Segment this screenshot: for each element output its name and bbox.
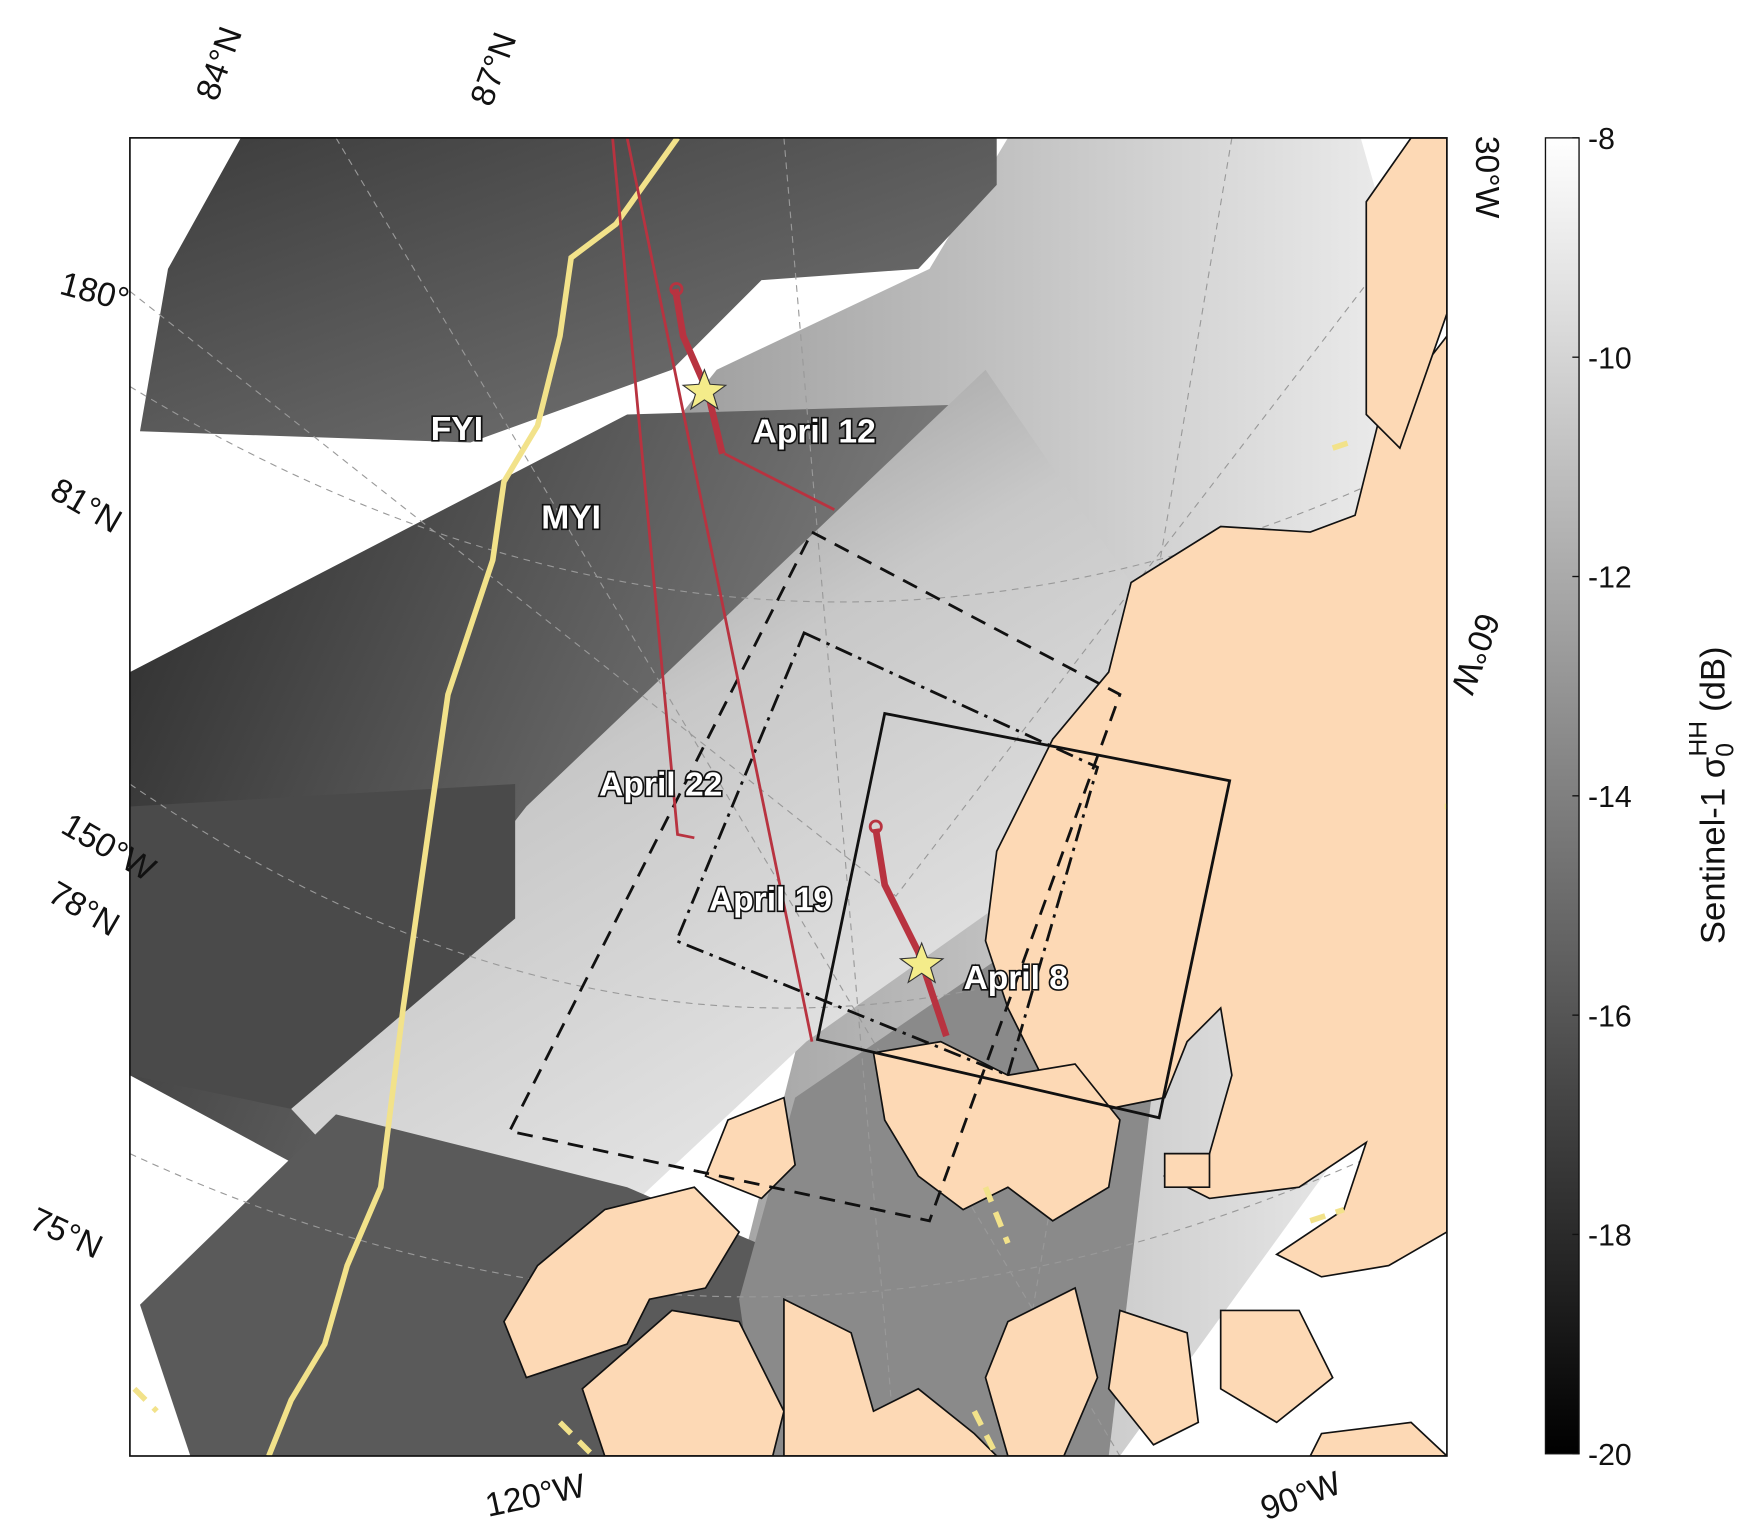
graticule-label: 81°N	[44, 471, 127, 541]
graticule-label: 90°W	[1256, 1465, 1346, 1528]
annotation: FYI	[431, 411, 483, 448]
annotation: April 19	[709, 882, 832, 919]
colorbar-ticks: -8 -10 -12 -14 -16 -18 -20	[1572, 123, 1632, 1472]
colorbar-tick-label: -12	[1588, 562, 1632, 595]
colorbar-tick-label: -14	[1588, 781, 1632, 814]
colorbar-label: Sentinel-1 σ0HH (dB)	[1686, 646, 1740, 944]
colorbar-tick-label: -20	[1588, 1439, 1632, 1472]
colorbar-tick-label: -8	[1588, 123, 1615, 156]
graticule-label: 87°N	[464, 28, 524, 111]
graticule-label: 180°	[56, 266, 133, 320]
colorbar-tick-label: -16	[1588, 1000, 1632, 1033]
colorbar-tick-label: -18	[1588, 1220, 1632, 1253]
graticule-label: 120°W	[482, 1467, 589, 1524]
annotation: MYI	[541, 500, 601, 537]
graticule-label: 84°N	[189, 22, 249, 105]
colorbar-label-sub: 0	[1713, 743, 1740, 757]
colorbar-label-sup: HH	[1686, 721, 1713, 757]
graticule-label: 30°W	[1468, 136, 1505, 219]
map-body	[129, 137, 1447, 1456]
graticule-label: 78°N	[42, 875, 125, 945]
colorbar-label-text: Sentinel-1 σ	[1695, 757, 1733, 944]
annotation: April 12	[753, 413, 876, 450]
colorbar-label-unit: (dB)	[1695, 646, 1733, 712]
graticule-label: 75°N	[24, 1201, 108, 1266]
graticule-label: 60°W	[1443, 608, 1506, 698]
annotation: April 22	[599, 766, 722, 803]
colorbar-tick-label: -10	[1588, 342, 1632, 375]
annotation: April 8	[963, 960, 1068, 997]
